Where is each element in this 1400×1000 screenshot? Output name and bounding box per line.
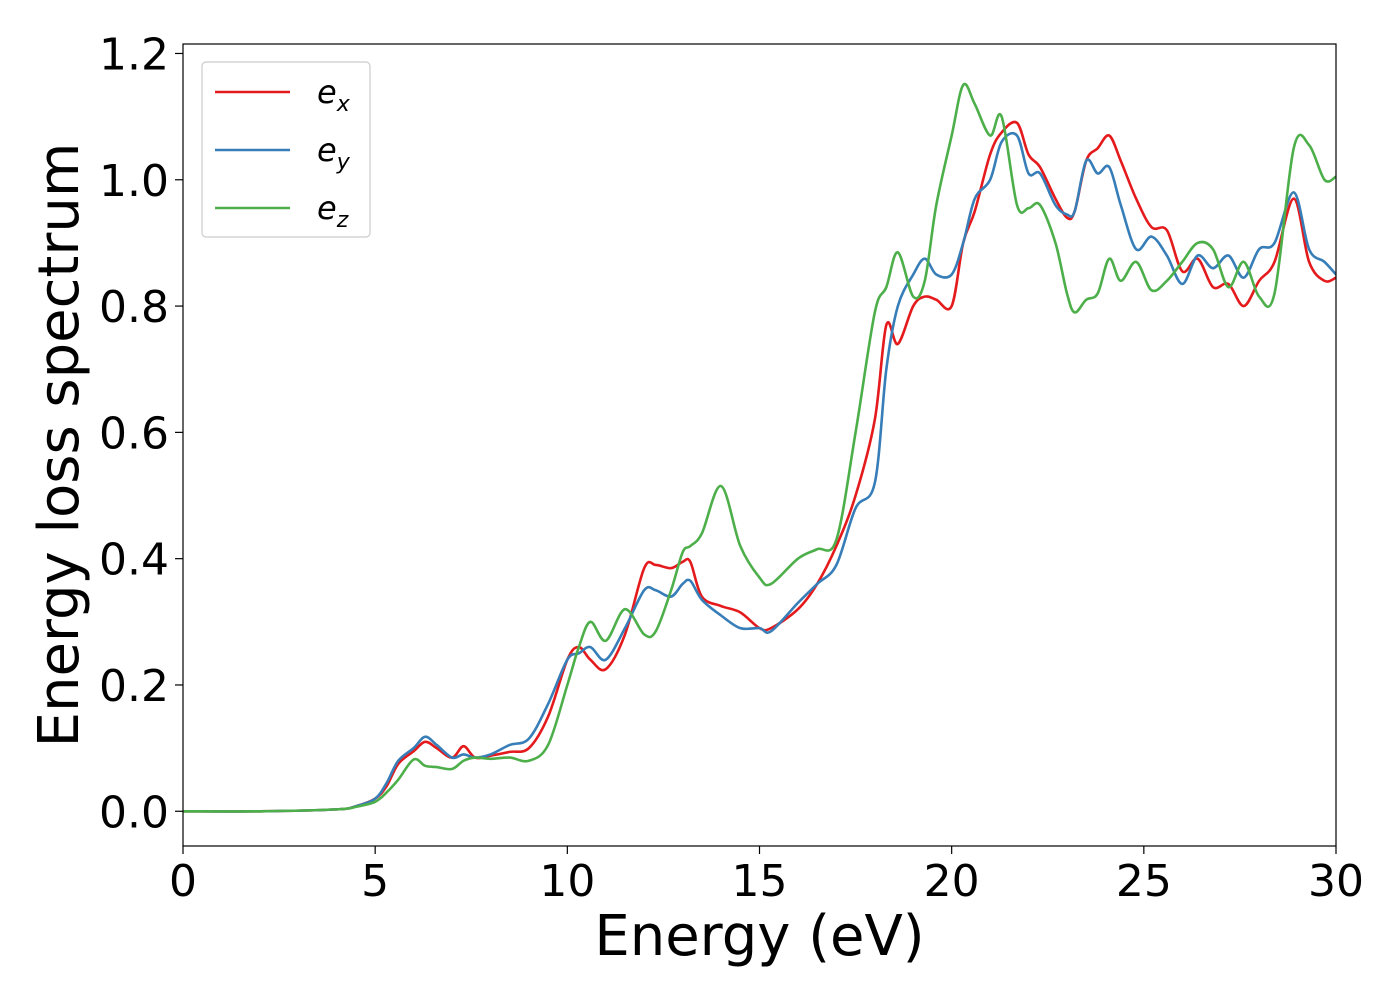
y-tick-label: 0.4 (99, 535, 169, 586)
x-tick-label: 10 (539, 856, 595, 907)
x-tick-label: 0 (169, 856, 197, 907)
y-tick-label: 0.8 (99, 282, 169, 333)
x-axis: 0 5 10 15 20 25 30 (169, 846, 1364, 907)
y-tick-label: 0.6 (99, 408, 169, 459)
series-layer (183, 82, 1336, 813)
series-line-x (183, 120, 1336, 813)
x-axis-label: Energy (eV) (594, 904, 924, 969)
series-line-z (183, 82, 1336, 813)
x-tick-label: 25 (1116, 856, 1172, 907)
legend-label-z: ez (317, 189, 349, 233)
x-tick-label: 20 (924, 856, 980, 907)
x-tick-label: 15 (732, 856, 788, 907)
legend-label-y: ey (317, 131, 351, 175)
y-tick-label: 0.2 (99, 661, 169, 712)
x-tick-label: 30 (1308, 856, 1364, 907)
y-tick-label: 1.0 (99, 156, 169, 207)
series-line-y (183, 131, 1336, 813)
y-axis: 0.0 0.2 0.4 0.6 0.8 1.0 1.2 (99, 29, 183, 838)
x-tick-label: 5 (361, 856, 389, 907)
legend: ex ey ez (201, 61, 371, 238)
y-axis-label: Energy loss spectrum (27, 143, 92, 748)
y-tick-label: 0.0 (99, 787, 169, 838)
legend-label-x: ex (317, 73, 351, 117)
y-tick-label: 1.2 (99, 29, 169, 80)
